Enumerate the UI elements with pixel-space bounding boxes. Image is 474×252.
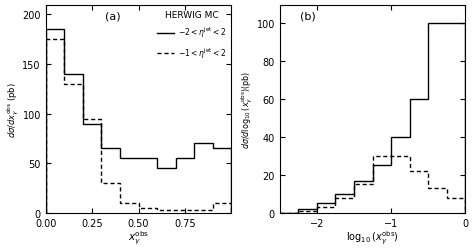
Text: (a): (a) (105, 12, 120, 22)
X-axis label: $\log_{10}(x_{\gamma}^{\mathrm{obs}})$: $\log_{10}(x_{\gamma}^{\mathrm{obs}})$ (346, 229, 399, 246)
Y-axis label: $d\sigma/d\log_{10}(x_{\gamma}^{\mathrm{obs}})$(pb): $d\sigma/d\log_{10}(x_{\gamma}^{\mathrm{… (240, 70, 255, 148)
Y-axis label: $d\sigma/dx_{\gamma}^{\mathrm{obs}}$ (pb): $d\sigma/dx_{\gamma}^{\mathrm{obs}}$ (pb… (6, 81, 21, 137)
Legend: $-2 < \eta^{\mathrm{jet}} < 2$, $-1 < \eta^{\mathrm{jet}} < 2$: $-2 < \eta^{\mathrm{jet}} < 2$, $-1 < \e… (155, 9, 228, 62)
Text: (b): (b) (300, 12, 316, 22)
X-axis label: $x_{\gamma}^{\mathrm{obs}}$: $x_{\gamma}^{\mathrm{obs}}$ (128, 229, 149, 246)
